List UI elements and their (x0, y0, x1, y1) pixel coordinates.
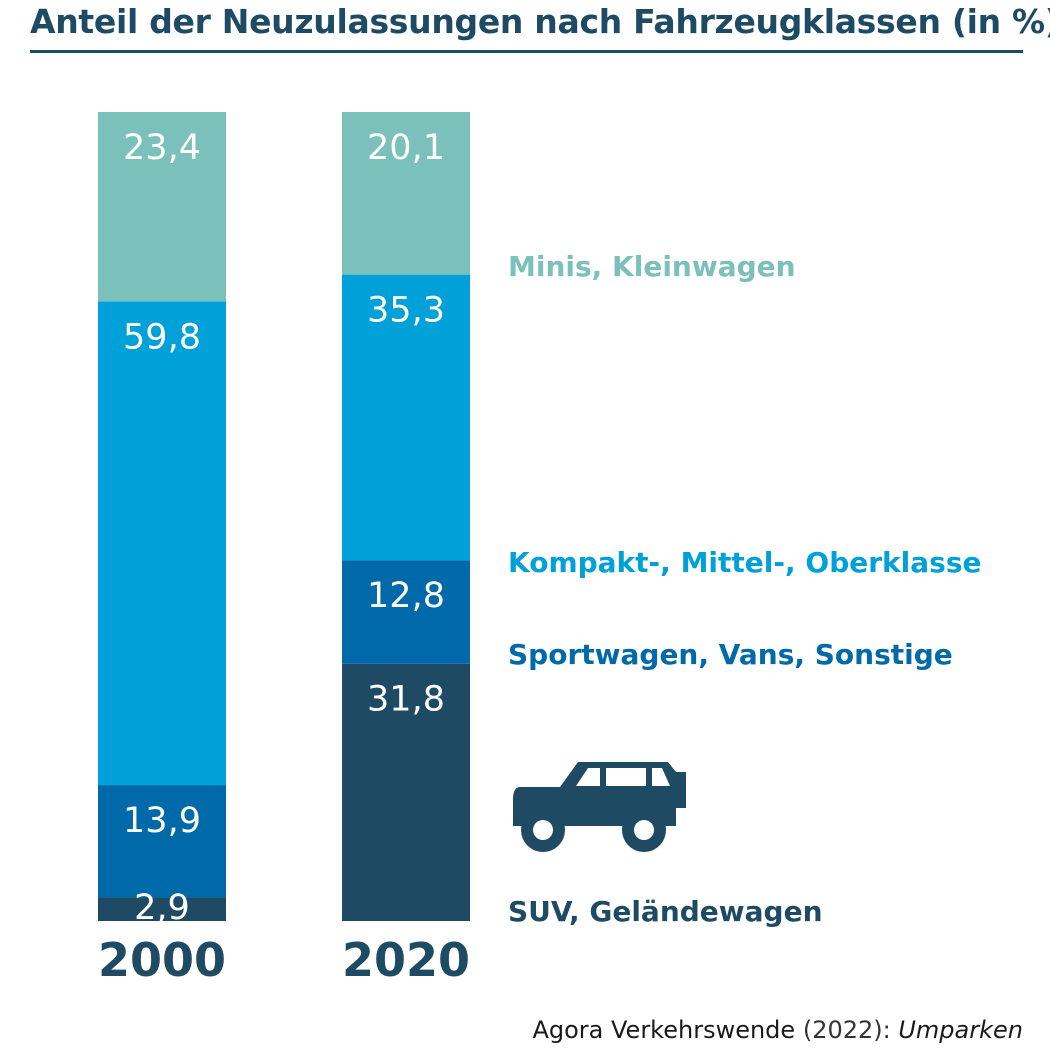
bar-segment-2020-4 (342, 112, 470, 275)
bar-value-label-2000-2: 13,9 (123, 801, 201, 841)
bar-segment-2000-4 (98, 112, 226, 302)
bar-segment-2000-3 (98, 301, 226, 786)
bar-value-label-2000-3: 59,8 (123, 317, 201, 357)
bar-value-label-2020-1: 31,8 (367, 680, 445, 720)
bar-segment-2000-1 (98, 897, 226, 921)
legend-entry-1: SUV, Geländewagen (508, 895, 823, 928)
legend-entry-4: Minis, Kleinwagen (508, 250, 796, 283)
suv-car-icon (513, 762, 686, 852)
category-label-2020: 2020 (342, 933, 470, 987)
bar-value-label-2020-3: 35,3 (367, 291, 445, 331)
bar-value-label-2000-4: 23,4 (123, 128, 201, 168)
bar-segment-2020-1 (342, 663, 470, 921)
source-year: (2022): (802, 1016, 891, 1044)
bar-value-label-2020-2: 12,8 (367, 576, 445, 616)
bar-labels-layer: 2,9 13,9 59,8 23,4 31,8 12,8 35,3 20,1 (123, 128, 445, 928)
bar-value-label-2000-1: 2,9 (134, 888, 190, 928)
source-author: Agora Verkehrswende (532, 1016, 796, 1044)
legend-entry-2: Sportwagen, Vans, Sonstige (508, 638, 953, 671)
bar-segment-2000-2 (98, 785, 226, 898)
bar-segment-2020-2 (342, 560, 470, 664)
legend-layer: SUV, Geländewagen Sportwagen, Vans, Sonst… (508, 250, 981, 928)
title-underline (30, 50, 1023, 53)
source-work: Umparken (898, 1016, 1023, 1044)
source-note: Agora Verkehrswende (2022): Umparken (532, 1016, 1023, 1044)
chart-title: Anteil der Neuzulassungen nach Fahrzeugk… (30, 2, 1050, 41)
category-label-2000: 2000 (98, 933, 226, 987)
bars-layer (98, 112, 470, 921)
bar-value-label-2020-4: 20,1 (367, 128, 445, 168)
category-labels-layer: 2000 2020 (98, 933, 470, 987)
bar-segment-2020-3 (342, 274, 470, 561)
legend-entry-3: Kompakt-, Mittel-, Oberklasse (508, 546, 981, 579)
